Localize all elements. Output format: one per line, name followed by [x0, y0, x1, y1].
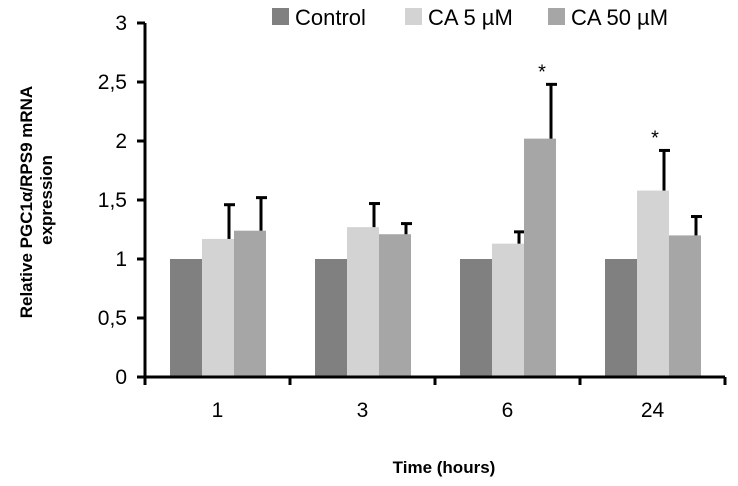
- legend-swatch: [548, 8, 565, 25]
- significance-star: *: [538, 61, 546, 83]
- bar: [637, 190, 669, 377]
- x-tick-label: 3: [357, 399, 369, 422]
- x-tick-label: 6: [502, 399, 514, 422]
- y-axis-title-line2: expression: [37, 155, 56, 245]
- bar: [669, 235, 701, 377]
- bar: [347, 227, 379, 377]
- y-tick-label: 0,5: [98, 307, 127, 330]
- legend-swatch: [272, 8, 289, 25]
- bar: [492, 243, 524, 377]
- x-axis-title: Time (hours): [393, 458, 496, 477]
- y-axis-title-line1: Relative PGC1α/RPS9 mRNA: [17, 86, 36, 318]
- y-tick-label: 0: [115, 366, 127, 389]
- legend-label: CA 50 µM: [571, 5, 668, 30]
- legend: Control CA 5 µM CA 50 µM: [272, 5, 668, 30]
- bar: [170, 259, 202, 377]
- y-tick-label: 1,5: [98, 189, 127, 212]
- y-tick-label: 1: [115, 248, 127, 271]
- bar: [234, 230, 266, 377]
- bar: [460, 259, 492, 377]
- y-tick-label: 3: [115, 12, 127, 35]
- legend-label: Control: [295, 5, 366, 30]
- bar: [315, 259, 347, 377]
- y-axis-title: Relative PGC1α/RPS9 mRNA expression: [17, 82, 56, 319]
- x-tick-label: 24: [641, 399, 665, 422]
- y-tick-label: 2: [115, 130, 127, 153]
- bar: [524, 138, 556, 377]
- legend-swatch: [405, 8, 422, 25]
- bar: [605, 259, 637, 377]
- legend-label: CA 5 µM: [428, 5, 513, 30]
- y-tick-label: 2,5: [98, 71, 127, 94]
- bar: [379, 234, 411, 377]
- axes-layer: 0 0,5 1 1,5 2 2,5 3 1 3 6 24: [98, 12, 727, 422]
- bar: [202, 238, 234, 377]
- x-tick-label: 1: [212, 399, 224, 422]
- significance-star: *: [651, 127, 659, 149]
- bars-layer: **: [170, 61, 702, 377]
